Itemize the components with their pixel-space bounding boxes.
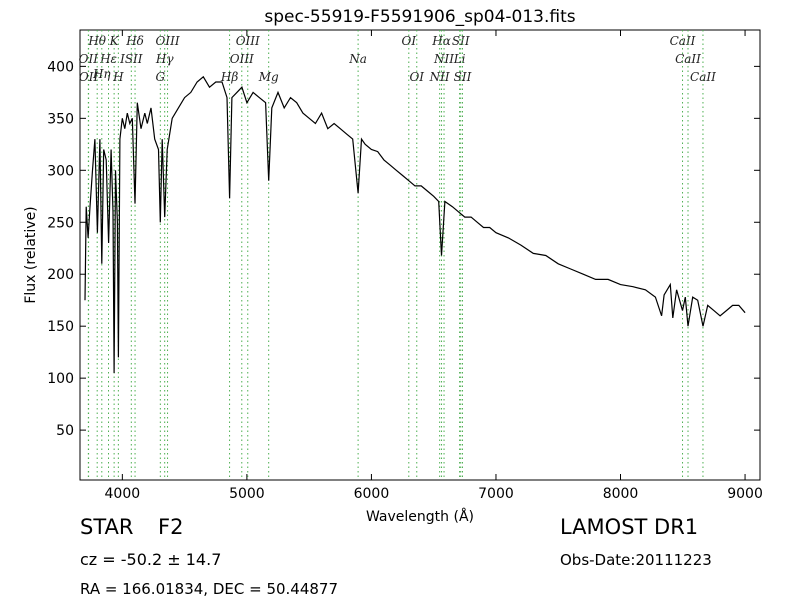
spectral-line-label: OI [402, 34, 417, 48]
plot-frame [79, 29, 761, 481]
spectral-line-label: K [109, 34, 120, 48]
spectral-line-label: ISII [119, 52, 143, 66]
subclass: F2 [158, 515, 183, 539]
survey: LAMOST DR1 [560, 515, 698, 539]
spectral-line-label: SII [452, 34, 470, 48]
spectral-line-label: Hθ [87, 34, 106, 48]
spectral-line-label: Hη [92, 67, 111, 81]
y-tick-label: 100 [47, 371, 74, 387]
spectral-line-label: OIII [156, 34, 180, 48]
spectral-line-label: OII [79, 52, 99, 66]
spectral-line-label: CaII [670, 34, 696, 48]
x-tick-label: 7000 [478, 486, 514, 502]
spectrum-line [84, 75, 746, 374]
spectral-line-label: Mg [258, 70, 279, 84]
spectral-line-label: CaII [690, 70, 716, 84]
x-tick-label: 8000 [603, 486, 639, 502]
x-tick-label: 5000 [229, 486, 265, 502]
y-tick-label: 200 [47, 267, 74, 283]
spectral-line-label: OI [409, 70, 424, 84]
spectral-line-label: Hδ [125, 34, 144, 48]
object-class: STAR [80, 515, 133, 539]
y-tick-label: 250 [47, 215, 74, 231]
spectral-line-label: Hγ [155, 52, 174, 66]
spectral-line-label: Hβ [220, 70, 238, 84]
obs-date: Obs-Date:20111223 [560, 551, 712, 569]
y-tick-label: 350 [47, 111, 74, 127]
spectral-line-label: Hα [431, 34, 451, 48]
spectral-line-label: SII [454, 70, 472, 84]
spectral-line-label: OII [79, 70, 99, 84]
y-tick-label: 300 [47, 163, 74, 179]
x-tick-label: 4000 [105, 486, 141, 502]
y-tick-label: 50 [56, 423, 74, 439]
y-tick-label: 400 [47, 59, 74, 75]
spectral-line-label: NII [433, 52, 454, 66]
x-tick-label: 6000 [354, 486, 390, 502]
chart-title: spec-55919-F5591906_sp04-013.fits [264, 7, 575, 27]
spectral-line-label: Na [348, 52, 367, 66]
spectral-line-label: Hε [99, 52, 117, 66]
spectral-line-label: G [156, 70, 166, 84]
y-axis-label: Flux (relative) [23, 206, 39, 303]
y-tick-label: 150 [47, 319, 74, 335]
spectral-line-label: OIII [236, 34, 260, 48]
x-axis-label: Wavelength (Å) [366, 508, 474, 525]
spectral-line-label: H [112, 70, 124, 84]
spectral-line-label: CaII [675, 52, 701, 66]
coordinates: RA = 166.01834, DEC = 50.44877 [80, 580, 338, 598]
spectral-line-label: OIII [230, 52, 254, 66]
spectral-line-label: Li [453, 52, 466, 66]
redshift: cz = -50.2 ± 14.7 [80, 550, 221, 569]
x-tick-label: 9000 [727, 486, 763, 502]
spectral-line-label: NII [429, 70, 450, 84]
